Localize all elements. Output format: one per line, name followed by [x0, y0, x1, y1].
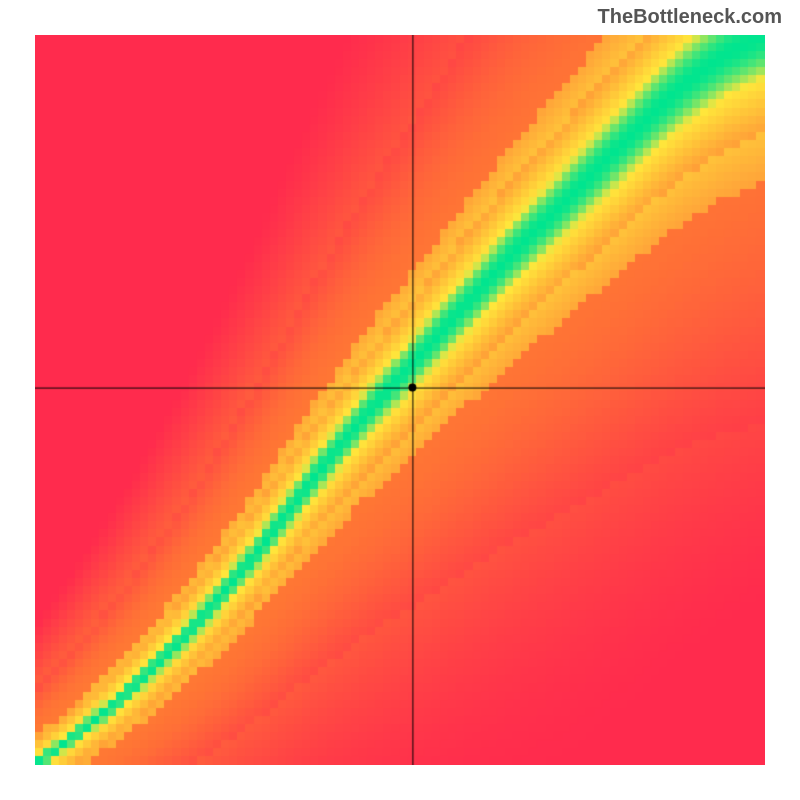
- heatmap-plot: [35, 35, 765, 765]
- watermark-text: TheBottleneck.com: [598, 6, 782, 29]
- heatmap-canvas: [35, 35, 765, 765]
